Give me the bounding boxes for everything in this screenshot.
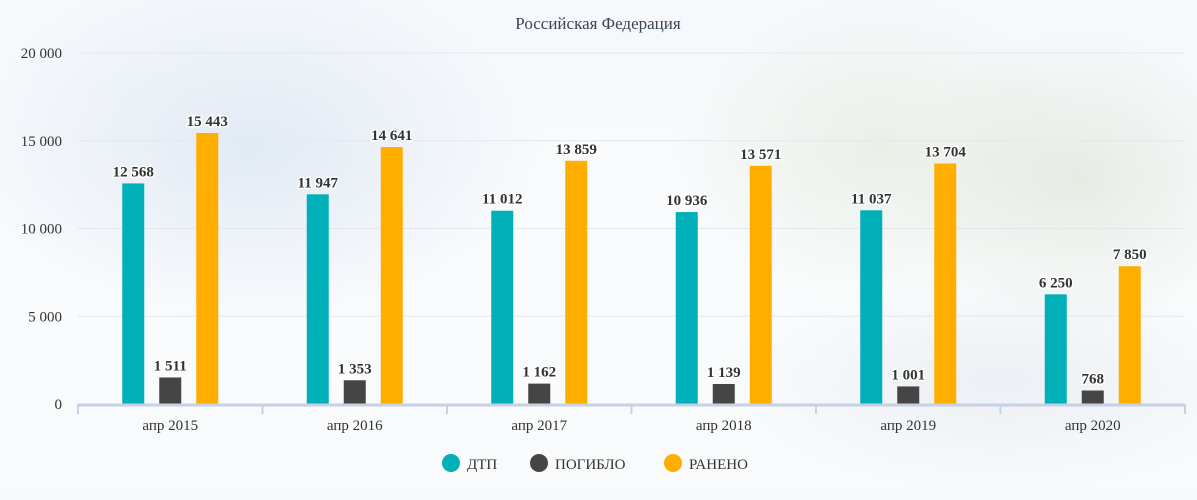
- data-label: 1 162: [522, 365, 556, 381]
- bar-pogiblo[interactable]: [897, 386, 920, 404]
- legend-label: ДТП: [467, 457, 497, 473]
- data-label: 13 704: [925, 144, 967, 160]
- bar-pogiblo[interactable]: [528, 383, 551, 404]
- chart-title: Российская Федерация: [515, 14, 681, 33]
- bar-raneno[interactable]: [1118, 266, 1141, 404]
- x-tick-label: апр 2020: [1065, 418, 1121, 434]
- legend-label: РАНЕНО: [689, 457, 748, 473]
- data-label: 12 568: [113, 164, 154, 180]
- data-label: 13 859: [556, 142, 597, 158]
- grid-lines: [78, 52, 1185, 317]
- bar-raneno[interactable]: [196, 132, 219, 405]
- data-label: 6 250: [1039, 275, 1073, 291]
- data-label: 11 037: [851, 191, 892, 207]
- legend-label: ПОГИБЛО: [555, 457, 626, 473]
- data-label: 15 443: [187, 114, 228, 130]
- legend-marker: [442, 454, 460, 472]
- bar-dtp[interactable]: [491, 210, 514, 404]
- legend-marker: [664, 454, 682, 472]
- y-axis: 0 5 000 10 000 15 000 20 000: [21, 46, 62, 413]
- bars: [122, 132, 1141, 405]
- y-tick-label: 0: [55, 397, 63, 413]
- x-tick-label: апр 2017: [511, 418, 567, 434]
- data-label: 11 012: [482, 192, 522, 208]
- data-label: 10 936: [666, 193, 708, 209]
- data-label: 7 850: [1113, 247, 1147, 263]
- bar-dtp[interactable]: [1044, 294, 1067, 404]
- bar-dtp[interactable]: [860, 210, 883, 404]
- bar-pogiblo[interactable]: [159, 377, 182, 404]
- data-labels: 12 568 1 511 15 443 11 947 1 353 14 641 11 012…: [111, 112, 1148, 389]
- data-label: 1 511: [154, 358, 187, 374]
- bar-dtp[interactable]: [675, 212, 698, 404]
- legend-marker: [530, 454, 548, 472]
- legend-item-dtp[interactable]: ДТП: [442, 454, 497, 473]
- data-label: 13 571: [740, 147, 781, 163]
- bar-raneno[interactable]: [934, 163, 957, 404]
- data-label: 11 947: [298, 175, 339, 191]
- bar-pogiblo[interactable]: [712, 384, 735, 404]
- legend-item-raneno[interactable]: РАНЕНО: [664, 454, 748, 473]
- bar-raneno[interactable]: [565, 160, 588, 404]
- bar-dtp[interactable]: [306, 194, 329, 404]
- data-label: 1 139: [707, 365, 741, 381]
- y-tick-label: 5 000: [28, 309, 62, 325]
- bar-pogiblo[interactable]: [343, 380, 366, 404]
- bar-dtp[interactable]: [122, 183, 145, 404]
- y-tick-label: 15 000: [21, 134, 62, 150]
- x-axis: апр 2015 апр 2016 апр 2017 апр 2018 апр 2019…: [77, 403, 1186, 434]
- x-tick-label: апр 2015: [142, 418, 198, 434]
- y-tick-label: 10 000: [21, 222, 62, 238]
- data-label: 1 001: [891, 367, 925, 383]
- legend[interactable]: ДТП ПОГИБЛО РАНЕНО: [442, 454, 748, 473]
- bar-raneno[interactable]: [749, 165, 772, 404]
- data-label: 768: [1082, 372, 1105, 388]
- bar-pogiblo[interactable]: [1081, 390, 1104, 404]
- legend-item-pogiblo[interactable]: ПОГИБЛО: [530, 454, 626, 473]
- data-label: 14 641: [371, 128, 412, 144]
- x-tick-label: апр 2018: [696, 418, 752, 434]
- data-label: 1 353: [338, 361, 372, 377]
- x-tick-label: апр 2019: [880, 418, 936, 434]
- x-tick-label: апр 2016: [327, 418, 383, 434]
- y-tick-label: 20 000: [21, 46, 62, 62]
- bar-raneno[interactable]: [380, 147, 403, 404]
